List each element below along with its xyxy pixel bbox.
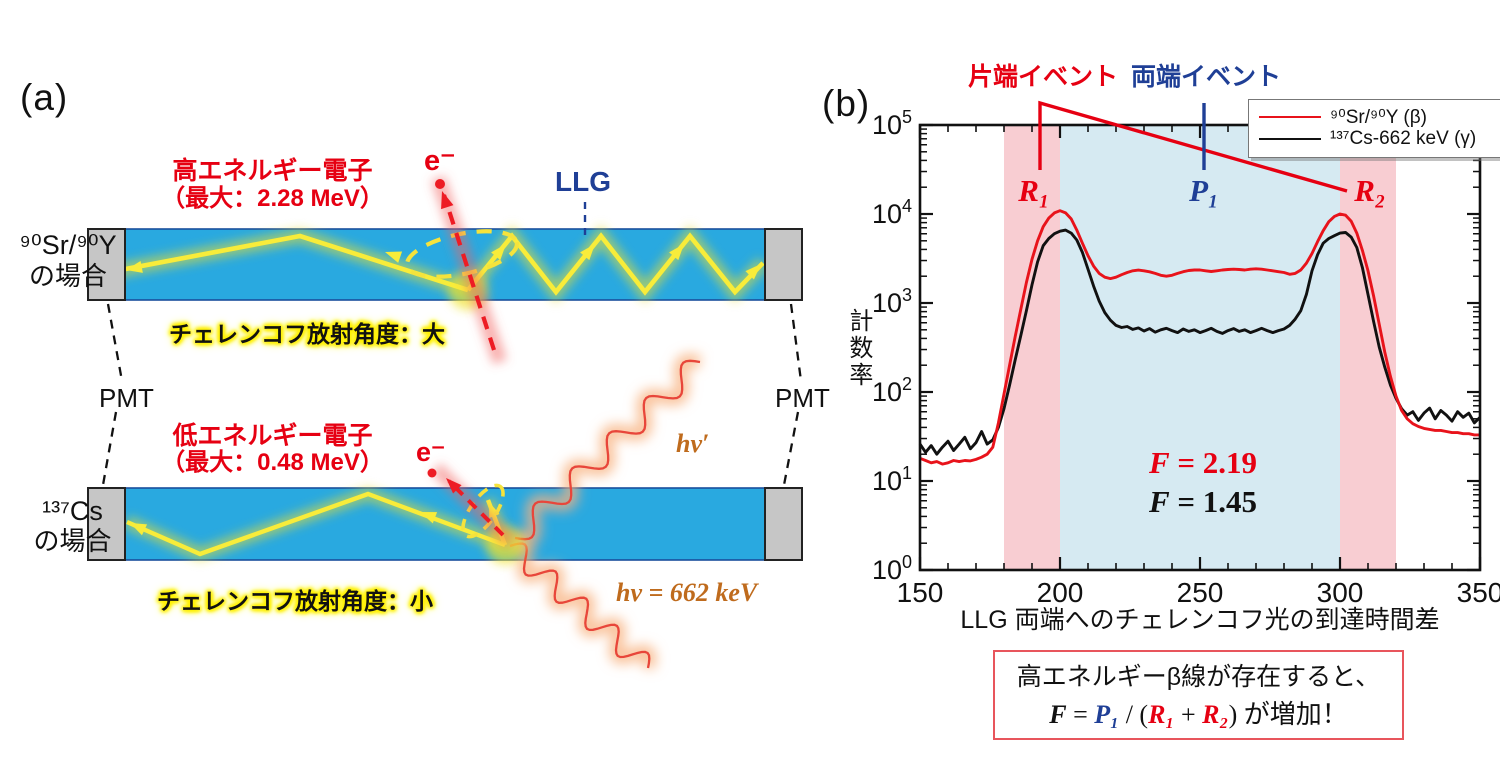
- r2-region-label: R₂: [1354, 173, 1386, 208]
- low-energy-electron-line2: （最大：0.48 MeV）: [161, 449, 384, 476]
- bottom-pmt-right-block: [764, 487, 803, 561]
- cherenkov-diagram: [87, 175, 803, 670]
- y-tick-3: 103: [872, 285, 912, 318]
- x-tick-250: 250: [1177, 577, 1224, 608]
- cs-case-line2: の場合: [33, 526, 112, 556]
- top-electron-track: [442, 194, 496, 351]
- top-light-arrowheads: [126, 244, 761, 280]
- p1-region-label: P₁: [1189, 173, 1219, 208]
- bottom-electron-arrowhead: [446, 478, 462, 494]
- f-value-beta: F = 2.19: [1118, 446, 1288, 479]
- formula-f: F: [1049, 700, 1067, 729]
- bottom-light-guide: [87, 353, 803, 670]
- legend-label-beta: ⁹⁰Sr/⁹⁰Y (β): [1330, 106, 1427, 128]
- x-tick-150: 150: [897, 577, 944, 608]
- formula-slash: / (: [1119, 700, 1149, 729]
- top-light-guide: [87, 175, 803, 365]
- tof-chart: 150 200 250 300 350 100 101 102 103 104 105: [872, 100, 1500, 608]
- bottom-pmt-left-block: [87, 487, 126, 561]
- f-number-red: = 2.19: [1169, 445, 1258, 480]
- one-end-event-label: 片端イベント: [968, 63, 1119, 91]
- series-curve-1: [919, 209, 1480, 466]
- y-tick-0: 100: [872, 552, 912, 585]
- x-tick-200: 200: [1037, 577, 1084, 608]
- incident-photon-label: hν = 662 keV: [616, 578, 758, 607]
- sr-y-case-line1: ⁹⁰Sr/⁹⁰Y: [19, 230, 117, 260]
- x-axis-title: LLG 両端へのチェレンコフ光の到達時間差: [960, 606, 1440, 634]
- conclusion-box: 高エネルギーβ線が存在すると、 F = P₁ / (R₁ + R₂) が増加！: [993, 650, 1404, 740]
- band-R2: [1340, 125, 1396, 570]
- llg-label: LLG: [555, 166, 611, 197]
- pmt-right-label: PMT: [775, 383, 830, 413]
- top-electron-symbol: e⁻: [424, 145, 456, 177]
- sr-y-case-line2: の場合: [28, 261, 107, 291]
- formula-tail: ) が増加！: [1228, 700, 1348, 729]
- formula-eq: =: [1066, 700, 1095, 729]
- y-tick-5: 105: [872, 107, 912, 140]
- gamma-out-wave: [514, 359, 701, 541]
- band-P1: [1060, 125, 1340, 570]
- scattered-photon-label: hν′: [676, 429, 710, 458]
- top-angle-label: チェレンコフ放射角度：大: [169, 321, 445, 347]
- y-tick-2: 102: [872, 374, 912, 407]
- formula-r1: R₁: [1148, 700, 1175, 729]
- f-symbol-black: F: [1148, 484, 1170, 519]
- one-end-pointer: [1038, 100, 1348, 193]
- legend-line-red: [1259, 116, 1321, 118]
- legend-row-gamma: ¹³⁷Cs-662 keV (γ): [1253, 128, 1500, 150]
- conclusion-formula: F = P₁ / (R₁ + R₂) が増加！: [995, 694, 1402, 731]
- formula-r2: R₂: [1202, 700, 1229, 729]
- top-pmt-right-block: [764, 228, 803, 301]
- bottom-electron-symbol: e⁻: [416, 437, 446, 467]
- conclusion-line1: 高エネルギーβ線が存在すると、: [1016, 663, 1381, 691]
- y-tick-4: 104: [872, 196, 912, 229]
- y-tick-1: 101: [872, 463, 912, 496]
- series-curve-0: [918, 228, 1482, 456]
- panel-b-label: (b): [822, 83, 871, 124]
- legend-line-black: [1259, 138, 1321, 140]
- pmt-connector-lines: [101, 303, 803, 486]
- plot-frame: [918, 123, 1482, 572]
- top-pmt-left-block: [87, 228, 126, 301]
- formula-p1: P₁: [1094, 700, 1120, 729]
- low-energy-electron-line1: 低エネルギー電子: [172, 422, 373, 450]
- pmt-left-label: PMT: [99, 383, 154, 413]
- x-tick-350: 350: [1457, 577, 1500, 608]
- top-electron-dot: [435, 179, 445, 189]
- panel-a-label: (a): [20, 77, 69, 118]
- f-number-black: = 1.45: [1169, 484, 1258, 519]
- cs-case-line1: ¹³⁷Cs: [42, 496, 103, 526]
- legend-label-gamma: ¹³⁷Cs-662 keV (γ): [1330, 128, 1477, 149]
- annotation-lines: [1038, 100, 1348, 193]
- bottom-electron-track: [447, 479, 505, 537]
- top-electron-arrowhead: [441, 191, 454, 210]
- y-axis-title: 計数率: [844, 308, 872, 389]
- x-tick-300: 300: [1317, 577, 1364, 608]
- both-end-event-label: 両端イベント: [1131, 63, 1282, 91]
- formula-plus: +: [1174, 700, 1203, 729]
- high-energy-electron-line1: 高エネルギー電子: [172, 157, 373, 185]
- bottom-electron-dot: [427, 468, 437, 478]
- r1-region-label: R₁: [1018, 173, 1050, 208]
- legend-row-beta: ⁹⁰Sr/⁹⁰Y (β): [1253, 106, 1500, 128]
- gamma-in-wave: [509, 542, 651, 669]
- chart-legend: ⁹⁰Sr/⁹⁰Y (β) ¹³⁷Cs-662 keV (γ): [1248, 99, 1500, 158]
- f-symbol-red: F: [1148, 445, 1170, 480]
- bottom-angle-label: チェレンコフ放射角度：小: [157, 588, 433, 614]
- high-energy-electron-line2: （最大：2.28 MeV）: [161, 185, 384, 212]
- top-electron-glow: [430, 175, 508, 365]
- f-value-gamma: F = 1.45: [1118, 485, 1288, 518]
